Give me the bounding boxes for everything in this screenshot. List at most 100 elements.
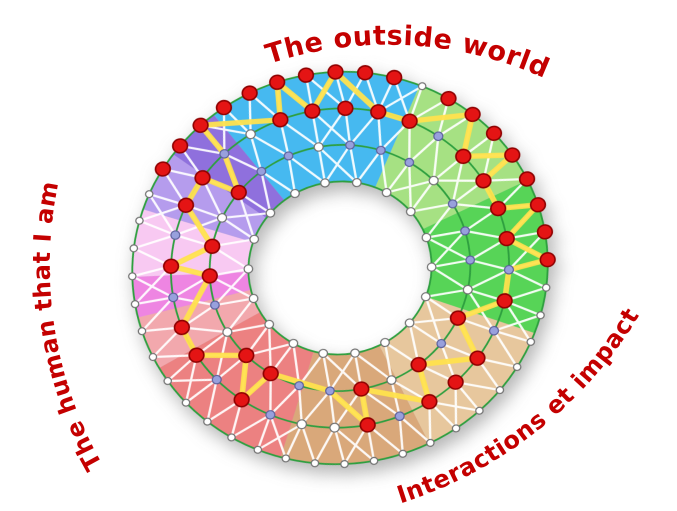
- node-white[interactable]: [248, 293, 259, 304]
- node-white[interactable]: [290, 188, 300, 199]
- node-red[interactable]: [356, 65, 374, 81]
- node-red[interactable]: [327, 64, 344, 80]
- node-lavender[interactable]: [503, 264, 515, 275]
- node-white[interactable]: [340, 460, 349, 469]
- node-white[interactable]: [462, 284, 473, 295]
- node-red[interactable]: [192, 117, 209, 133]
- node-red[interactable]: [489, 200, 507, 217]
- node-lavender[interactable]: [447, 199, 458, 209]
- node-red[interactable]: [233, 392, 250, 408]
- node-white[interactable]: [137, 327, 147, 336]
- node-white[interactable]: [281, 454, 291, 463]
- node-white[interactable]: [222, 327, 233, 337]
- node-red[interactable]: [485, 125, 503, 142]
- node-white[interactable]: [526, 337, 536, 346]
- node-red[interactable]: [440, 90, 457, 107]
- node-lavender[interactable]: [488, 325, 500, 336]
- node-white[interactable]: [351, 177, 362, 188]
- node-red[interactable]: [162, 258, 180, 274]
- node-white[interactable]: [128, 272, 137, 281]
- node-white[interactable]: [203, 417, 212, 426]
- node-lavender[interactable]: [325, 386, 335, 396]
- node-red[interactable]: [386, 69, 403, 86]
- node-red[interactable]: [204, 238, 221, 254]
- node-red[interactable]: [272, 112, 289, 128]
- node-red[interactable]: [297, 67, 315, 83]
- node-lavender[interactable]: [460, 226, 470, 236]
- node-white[interactable]: [265, 208, 276, 218]
- node-white[interactable]: [313, 142, 324, 152]
- node-white[interactable]: [181, 398, 191, 407]
- sector-purple-light[interactable]: [135, 140, 271, 260]
- node-white[interactable]: [329, 422, 340, 433]
- node-white[interactable]: [426, 438, 435, 447]
- node-white[interactable]: [129, 244, 139, 253]
- node-red[interactable]: [370, 104, 387, 120]
- node-red[interactable]: [194, 170, 211, 186]
- sector-pink-light[interactable]: [121, 192, 258, 292]
- node-red[interactable]: [171, 138, 189, 154]
- node-red[interactable]: [536, 224, 554, 240]
- node-red[interactable]: [421, 394, 438, 410]
- node-lavender[interactable]: [210, 300, 220, 310]
- node-lavender[interactable]: [256, 166, 267, 176]
- node-white[interactable]: [296, 419, 308, 430]
- node-white[interactable]: [369, 456, 379, 465]
- node-white[interactable]: [421, 232, 432, 243]
- node-lavender[interactable]: [404, 157, 415, 168]
- node-red[interactable]: [475, 173, 492, 189]
- node-white[interactable]: [135, 216, 144, 225]
- sector-tan[interactable]: [264, 335, 431, 477]
- node-lavender[interactable]: [294, 381, 305, 391]
- node-red[interactable]: [447, 374, 464, 390]
- node-red[interactable]: [173, 319, 191, 336]
- node-white[interactable]: [318, 348, 329, 359]
- node-lavender[interactable]: [265, 410, 276, 420]
- node-white[interactable]: [148, 352, 158, 362]
- node-white[interactable]: [144, 190, 154, 199]
- node-red[interactable]: [177, 197, 195, 213]
- node-white[interactable]: [310, 459, 320, 468]
- node-white[interactable]: [404, 318, 415, 328]
- node-red[interactable]: [359, 417, 376, 433]
- node-red[interactable]: [353, 381, 370, 397]
- node-red[interactable]: [449, 310, 467, 326]
- node-lavender[interactable]: [433, 131, 444, 142]
- node-red[interactable]: [504, 147, 521, 163]
- node-red[interactable]: [201, 268, 218, 284]
- sector-orchid[interactable]: [130, 257, 252, 318]
- node-red[interactable]: [529, 197, 547, 213]
- node-lavender[interactable]: [375, 145, 386, 155]
- node-red[interactable]: [304, 103, 321, 119]
- node-red[interactable]: [455, 148, 472, 165]
- node-red[interactable]: [518, 171, 536, 187]
- node-white[interactable]: [163, 376, 173, 386]
- node-lavender[interactable]: [345, 140, 355, 150]
- node-lavender[interactable]: [436, 338, 447, 349]
- node-white[interactable]: [245, 129, 256, 140]
- node-red[interactable]: [469, 350, 486, 366]
- node-white[interactable]: [264, 319, 275, 329]
- node-white[interactable]: [320, 178, 330, 188]
- node-red[interactable]: [188, 347, 205, 363]
- node-white[interactable]: [253, 445, 263, 454]
- node-white[interactable]: [541, 283, 551, 292]
- node-lavender[interactable]: [283, 151, 294, 161]
- node-white[interactable]: [417, 82, 427, 91]
- node-white[interactable]: [350, 348, 360, 358]
- node-red[interactable]: [401, 113, 418, 129]
- node-red[interactable]: [230, 184, 247, 201]
- node-white[interactable]: [405, 207, 416, 217]
- node-red[interactable]: [410, 356, 427, 373]
- node-white[interactable]: [130, 300, 140, 309]
- node-red[interactable]: [498, 230, 515, 247]
- node-white[interactable]: [512, 362, 522, 372]
- node-white[interactable]: [495, 386, 505, 395]
- node-red[interactable]: [262, 365, 279, 382]
- node-white[interactable]: [216, 213, 228, 223]
- node-red[interactable]: [464, 106, 481, 123]
- node-white[interactable]: [249, 234, 260, 244]
- node-white[interactable]: [380, 337, 390, 348]
- node-lavender[interactable]: [219, 149, 230, 159]
- node-red[interactable]: [539, 251, 556, 268]
